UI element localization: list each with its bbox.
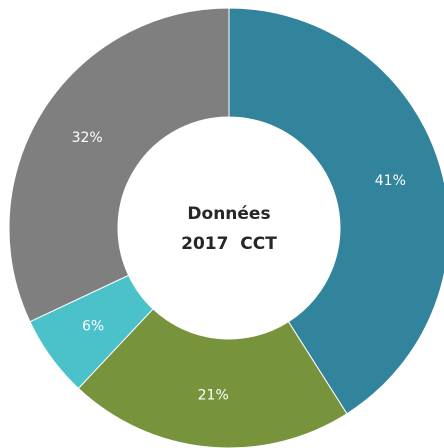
slice — [8, 7, 230, 323]
slice — [77, 308, 348, 448]
slice — [228, 7, 444, 415]
data-label: 21% — [198, 387, 229, 403]
data-label: 41% — [375, 173, 406, 189]
center-text: Données — [187, 204, 270, 224]
data-label: 32% — [72, 130, 103, 146]
data-label: 6% — [82, 319, 104, 335]
center-text: 2017 CCT — [181, 234, 277, 254]
